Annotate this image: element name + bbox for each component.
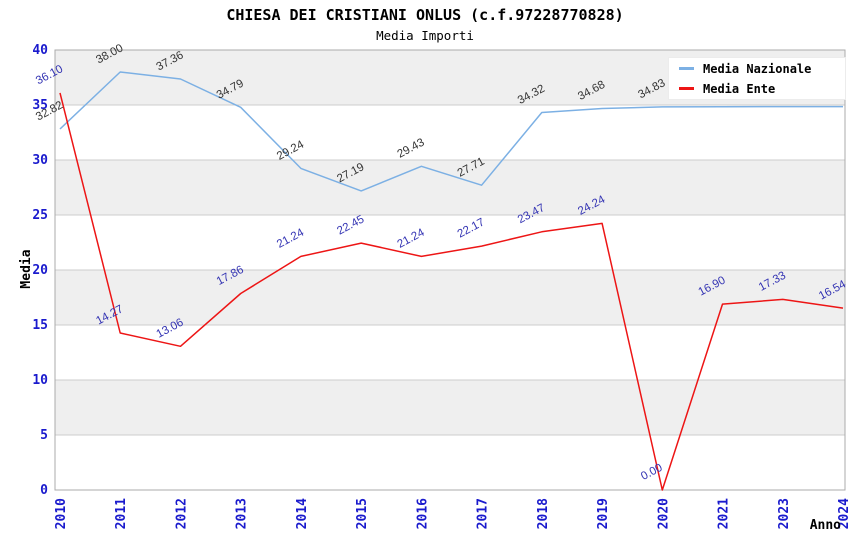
plot-band xyxy=(55,380,845,435)
plot-border xyxy=(54,49,846,491)
legend-item-media-nazionale: Media Nazionale xyxy=(679,62,845,76)
y-tick-label: 5 xyxy=(40,428,48,443)
x-tick-label: 2017 xyxy=(476,498,491,529)
x-axis-title: Anno xyxy=(810,518,841,533)
series-line-media-nazionale xyxy=(59,71,843,192)
x-tick-label: 2013 xyxy=(235,498,250,529)
legend-line-swatch-blue xyxy=(679,67,694,70)
point-label: 29.43 xyxy=(395,137,426,161)
series-line-media-ente xyxy=(59,92,844,491)
y-tick-label: 10 xyxy=(32,373,48,388)
point-label: 21.24 xyxy=(275,226,307,250)
legend-label: Media Nazionale xyxy=(703,61,812,76)
chart-title: CHIESA DEI CRISTIANI ONLUS (c.f.97228770… xyxy=(226,6,624,24)
x-tick-label: 2023 xyxy=(777,498,792,529)
plot-band xyxy=(55,160,845,215)
x-tick-label: 2011 xyxy=(114,498,129,529)
y-tick-label: 30 xyxy=(32,153,48,168)
x-tick-label: 2019 xyxy=(596,498,611,529)
y-tick-label: 40 xyxy=(32,43,48,58)
x-tick-label: 2024 xyxy=(837,498,850,529)
x-tick-label: 2010 xyxy=(54,498,69,529)
chart-subtitle: Media Importi xyxy=(376,28,474,43)
y-axis-title: Media xyxy=(19,249,34,288)
x-tick-label: 2012 xyxy=(175,498,190,529)
point-label: 22.45 xyxy=(335,213,366,237)
plot-band xyxy=(55,270,845,325)
y-tick-label: 20 xyxy=(32,263,48,278)
x-tick-label: 2021 xyxy=(717,498,732,529)
y-tick-label: 25 xyxy=(32,208,48,223)
x-tick-label: 2020 xyxy=(656,498,671,529)
y-tick-label: 35 xyxy=(32,98,48,113)
x-tick-label: 2015 xyxy=(355,498,370,529)
y-tick-label: 15 xyxy=(32,318,48,333)
point-label: 22.17 xyxy=(456,216,487,240)
legend: Media Nazionale Media Ente xyxy=(668,57,846,100)
legend-item-media-ente: Media Ente xyxy=(679,82,845,96)
x-tick-label: 2016 xyxy=(415,498,430,529)
point-label: 0.00 xyxy=(639,462,664,483)
legend-label: Media Ente xyxy=(703,81,776,96)
legend-line-swatch-red xyxy=(679,87,694,90)
x-tick-label: 2014 xyxy=(295,498,310,529)
point-label: 21.24 xyxy=(395,226,427,250)
y-tick-label: 0 xyxy=(40,483,48,498)
x-tick-label: 2018 xyxy=(536,498,551,529)
